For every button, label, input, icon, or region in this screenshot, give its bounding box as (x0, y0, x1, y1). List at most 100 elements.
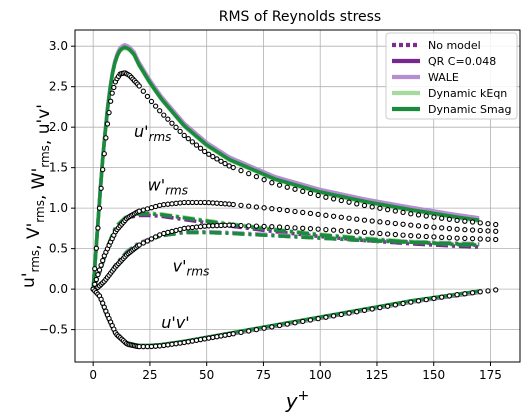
reference-point (284, 207, 290, 214)
reference-point (369, 306, 375, 312)
reference-point (253, 326, 260, 333)
y-tick-label: 1.0 (49, 201, 68, 215)
reference-point (469, 290, 476, 296)
reference-point (226, 331, 232, 338)
reference-point (477, 236, 483, 242)
reference-point (144, 93, 151, 100)
reference-point (431, 295, 437, 302)
reference-point (408, 299, 414, 305)
reference-point (95, 225, 101, 231)
legend-box (385, 32, 518, 120)
reference-point (157, 202, 163, 209)
x-tick-label: 0 (89, 368, 97, 382)
reference-point (165, 201, 171, 207)
legend-label: QR C=0.048 (428, 55, 496, 68)
reference-point (253, 223, 260, 229)
reference-point (230, 164, 236, 171)
reference-point (177, 340, 183, 346)
reference-point (323, 212, 329, 218)
reference-point (462, 218, 468, 224)
reference-point (238, 329, 244, 336)
y-tick-label: 0.0 (49, 282, 68, 296)
reference-point (415, 298, 422, 304)
reference-point (261, 205, 267, 211)
reference-point (369, 230, 375, 236)
reference-point (230, 222, 236, 228)
reference-point (261, 223, 267, 230)
reference-markers-uv (90, 286, 499, 350)
reference-point (431, 224, 437, 230)
reference-point (431, 234, 437, 240)
reference-point (109, 90, 115, 96)
reference-point (469, 219, 476, 225)
annotation-w: w'rms (148, 175, 188, 197)
y-tick-label: 2.5 (49, 80, 68, 94)
reference-point (485, 221, 491, 227)
y-tick-label: 1.5 (49, 161, 68, 175)
y-axis-label: u'rms, V'rms, W'rms, u'v' (19, 104, 54, 288)
reference-point (307, 210, 314, 217)
series-dynamic-smag-w_rms (91, 212, 480, 290)
reference-point (323, 314, 329, 320)
reference-point (206, 335, 212, 341)
y-tick-label: 3.0 (49, 39, 68, 53)
reference-point (315, 211, 321, 218)
x-tick-label: 150 (422, 368, 445, 382)
legend-label: No model (428, 39, 481, 52)
reference-point (201, 336, 208, 342)
reference-point (246, 203, 252, 209)
reference-point (346, 228, 352, 234)
reference-point (462, 226, 468, 233)
annotation-uv: u'v' (161, 313, 189, 332)
reference-point (369, 218, 375, 224)
reference-point (206, 151, 212, 157)
reference-point (330, 313, 337, 319)
reference-point (177, 200, 183, 206)
reference-point (144, 238, 151, 244)
reference-point (323, 226, 329, 233)
legend-label: Dynamic kEqn (428, 87, 507, 100)
reference-point (284, 184, 290, 190)
reference-point (454, 226, 460, 232)
reference-point (181, 339, 187, 346)
reference-point (165, 342, 171, 348)
reference-point (485, 236, 491, 242)
reference-point (246, 223, 252, 229)
reference-point (408, 233, 414, 239)
reference-point (96, 205, 103, 211)
reference-point (361, 229, 368, 236)
reference-point (140, 240, 146, 246)
reference-point (276, 182, 283, 188)
reference-point (377, 230, 383, 237)
reference-point (185, 225, 191, 231)
reference-point (136, 83, 142, 89)
reference-point (361, 202, 368, 209)
reference-point (415, 212, 422, 218)
reference-point (230, 201, 236, 208)
reference-point (261, 177, 267, 183)
reference-point (214, 334, 220, 340)
reference-point (185, 339, 191, 345)
reference-markers-w_rms (90, 199, 499, 292)
reference-point (361, 217, 368, 223)
reference-point (330, 227, 337, 233)
plot-frame (74, 29, 521, 363)
reference-point (300, 188, 306, 194)
reference-point (189, 338, 196, 344)
reference-point (210, 334, 216, 341)
reference-point (400, 300, 406, 307)
reference-point (136, 242, 142, 248)
reference-point (284, 224, 290, 231)
reference-point (173, 341, 179, 347)
reference-point (189, 224, 196, 231)
reference-point (93, 245, 99, 251)
reference-point (384, 231, 391, 237)
reference-point (100, 166, 106, 173)
reference-point (165, 229, 171, 236)
reference-point (431, 214, 437, 220)
reference-point (423, 223, 429, 230)
reference-point (148, 98, 155, 105)
reference-point (400, 209, 406, 216)
reference-point (384, 206, 391, 213)
reference-point (439, 294, 445, 300)
